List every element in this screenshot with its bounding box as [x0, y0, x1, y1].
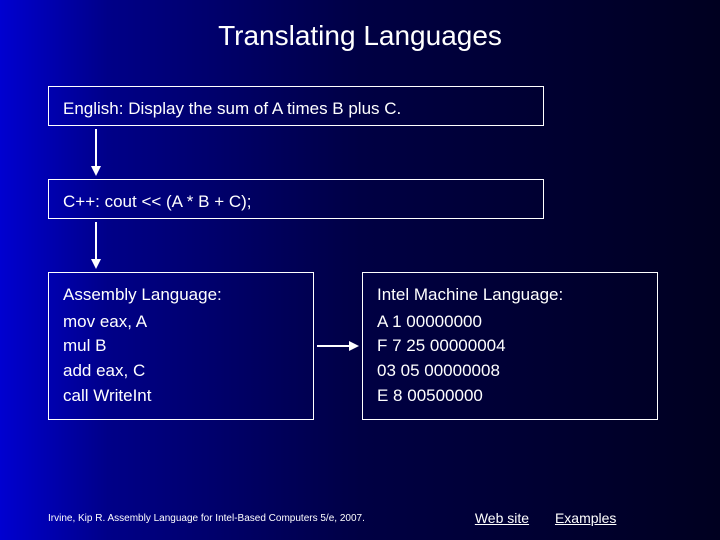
arrow-right-icon — [317, 336, 359, 356]
arrow-down-icon — [86, 129, 106, 176]
cpp-text: cout << (A * B + C); — [100, 192, 252, 211]
box-assembly: Assembly Language: mov eax, A mul B add … — [48, 272, 314, 420]
box-english: English: Display the sum of A times B pl… — [48, 86, 544, 126]
page-title: Translating Languages — [0, 20, 720, 52]
asm-code: mov eax, A mul B add eax, C call WriteIn… — [63, 310, 299, 409]
arrow-down-icon — [86, 222, 106, 269]
asm-heading: Assembly Language: — [63, 283, 299, 308]
machine-heading: Intel Machine Language: — [377, 283, 643, 308]
link-website[interactable]: Web site — [475, 510, 529, 526]
box-machine-language: Intel Machine Language: A 1 00000000 F 7… — [362, 272, 658, 420]
english-text: Display the sum of A times B plus C. — [123, 99, 401, 118]
link-examples[interactable]: Examples — [555, 510, 616, 526]
footer: Irvine, Kip R. Assembly Language for Int… — [48, 510, 700, 526]
english-heading: English: — [63, 99, 123, 118]
machine-code: A 1 00000000 F 7 25 00000004 03 05 00000… — [377, 310, 643, 409]
citation-text: Irvine, Kip R. Assembly Language for Int… — [48, 513, 365, 524]
box-cpp: C++: cout << (A * B + C); — [48, 179, 544, 219]
cpp-heading: C++: — [63, 192, 100, 211]
